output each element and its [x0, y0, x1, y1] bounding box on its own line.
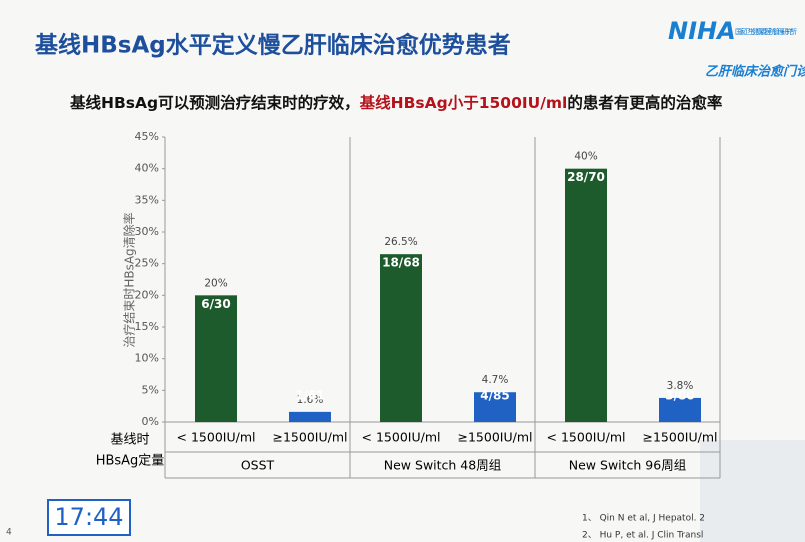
- y-axis-label: 治疗结束时HBsAg清除率: [122, 212, 137, 347]
- y-tick-label: 35%: [135, 193, 159, 206]
- value-label: 1.6%: [297, 394, 324, 406]
- bar: [195, 295, 237, 422]
- count-label: 18/68: [382, 256, 420, 270]
- bar: [380, 254, 422, 422]
- time: 17:44: [54, 503, 123, 531]
- count-label: 1/61: [295, 389, 324, 403]
- reference: 1、 Qin N et al, J Hepatol. 2: [582, 514, 705, 524]
- reference: 2、 Hu P, et al. J Clin Transl: [582, 531, 703, 541]
- x-tick-label: < 1500IU/ml: [547, 430, 626, 445]
- bar: [565, 168, 607, 422]
- value-label: 26.5%: [384, 236, 417, 248]
- y-tick-label: 25%: [135, 257, 159, 270]
- x-tick-label: ≥1500IU/ml: [643, 430, 718, 445]
- y-tick-label: 10%: [135, 352, 159, 365]
- row-label: HBsAg定量: [96, 454, 165, 469]
- subtitle-highlight: 基线HBsAg小于1500IU/ml: [359, 93, 568, 112]
- x-tick-label: < 1500IU/ml: [362, 430, 441, 445]
- slide-title: 基线HBsAg水平定义慢乙肝临床治愈优势患者: [35, 32, 511, 59]
- y-tick-label: 30%: [135, 225, 159, 238]
- y-tick-label: 20%: [135, 288, 159, 301]
- subtitle: 基线HBsAg可以预测治疗结束时的疗效，基线HBsAg小于1500IU/ml的患…: [69, 93, 723, 112]
- page-number: 4: [6, 528, 12, 538]
- row-label: 基线时: [110, 433, 149, 448]
- stand: [700, 440, 805, 542]
- value-label: 4.7%: [482, 374, 509, 386]
- value-label: 20%: [204, 277, 227, 289]
- y-tick-label: 40%: [135, 162, 159, 175]
- bar: [474, 392, 516, 422]
- y-tick-label: 5%: [142, 383, 159, 396]
- value-label: 3.8%: [667, 380, 694, 392]
- value-label: 40%: [574, 151, 597, 163]
- x-tick-label: ≥1500IU/ml: [458, 430, 533, 445]
- subtitle-part: 基线HBsAg可以预测治疗结束时的疗效，: [69, 93, 360, 112]
- logo: NIHA: [668, 17, 736, 45]
- logo-org: 国家卫生健康委医院管理研究所: [735, 27, 797, 36]
- y-tick-label: 45%: [135, 130, 159, 143]
- bar: [659, 397, 701, 422]
- x-group-label: OSST: [241, 458, 275, 473]
- logo-clinic: 乙肝临床治愈门诊: [705, 64, 805, 80]
- count-label: 28/70: [567, 170, 605, 184]
- time-box: [47, 499, 131, 536]
- count-label: 3/80: [665, 389, 694, 403]
- count-label: 4/85: [480, 389, 509, 403]
- x-tick-label: < 1500IU/ml: [177, 430, 256, 445]
- count-label: 6/30: [201, 297, 230, 311]
- bar: [289, 411, 331, 422]
- x-group-label: New Switch 48周组: [384, 458, 501, 473]
- y-tick-label: 15%: [135, 320, 159, 333]
- x-tick-label: ≥1500IU/ml: [273, 430, 348, 445]
- x-group-label: New Switch 96周组: [569, 458, 686, 473]
- y-tick-label: 0%: [142, 415, 159, 428]
- subtitle-part: 的患者有更高的治愈率: [567, 93, 723, 112]
